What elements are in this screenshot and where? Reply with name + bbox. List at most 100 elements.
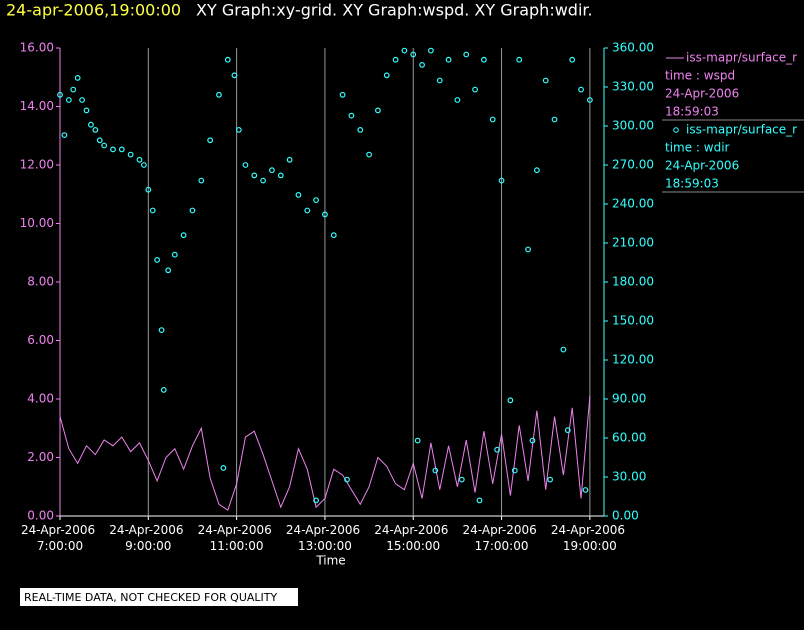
- data-point: [313, 497, 320, 504]
- data-point: [165, 267, 172, 274]
- data-point: [304, 207, 311, 214]
- data-point: [180, 232, 187, 239]
- data-point: [286, 156, 293, 163]
- data-point: [525, 246, 531, 253]
- data-point: [127, 151, 134, 158]
- data-point: [136, 156, 143, 163]
- data-point: [198, 177, 205, 184]
- data-point: [344, 476, 350, 483]
- x-axis-label: Time: [315, 554, 345, 568]
- data-point: [414, 437, 421, 444]
- data-point: [110, 146, 116, 153]
- data-point: [251, 172, 258, 179]
- data-point: [419, 62, 425, 68]
- note-box: [20, 588, 298, 606]
- data-point: [547, 476, 554, 483]
- y-tick-label: 0.00: [27, 509, 54, 523]
- y2-tick-label: 150.00: [612, 314, 654, 328]
- legend-detail: 24-Apr-2006: [665, 87, 739, 101]
- data-point: [171, 251, 178, 258]
- data-point: [511, 467, 518, 474]
- data-point: [582, 487, 589, 493]
- x-tick-label: 24-Apr-2006 11:00:00: [198, 523, 276, 553]
- legend-swatch: [673, 127, 679, 133]
- data-point: [516, 56, 523, 63]
- data-point: [220, 465, 227, 471]
- data-point: [458, 476, 465, 483]
- data-point: [235, 126, 242, 133]
- data-point: [472, 86, 478, 93]
- data-point: [586, 97, 593, 103]
- legend-label: iss-mapr/surface_r: [686, 51, 797, 65]
- data-point: [375, 107, 381, 114]
- y-tick-label: 14.00: [20, 99, 54, 113]
- data-point: [436, 77, 443, 84]
- data-point: [454, 97, 461, 103]
- y2-tick-label: 210.00: [612, 236, 654, 250]
- data-point: [533, 167, 540, 174]
- data-point: [269, 167, 275, 174]
- data-point: [160, 387, 167, 393]
- data-point: [74, 74, 81, 81]
- data-point: [383, 72, 390, 79]
- y-tick-label: 8.00: [27, 275, 54, 289]
- data-point: [118, 146, 125, 153]
- data-point: [92, 126, 99, 133]
- data-point: [445, 56, 452, 63]
- y2-tick-label: 360.00: [612, 41, 654, 55]
- y2-tick-label: 270.00: [612, 158, 654, 172]
- y-tick-label: 10.00: [20, 216, 54, 230]
- data-point: [494, 446, 501, 453]
- data-point: [96, 137, 103, 144]
- data-point: [231, 72, 238, 79]
- data-point: [70, 86, 77, 93]
- legend-detail: 18:59:03: [665, 177, 719, 191]
- y-tick-label: 6.00: [27, 333, 54, 347]
- legend-detail: 24-Apr-2006: [665, 159, 739, 173]
- data-point: [428, 47, 434, 54]
- y2-tick-label: 90.00: [612, 392, 646, 406]
- y2-tick-label: 300.00: [612, 119, 654, 133]
- data-point: [61, 132, 68, 139]
- data-line: [59, 396, 591, 511]
- x-tick-label: 24-Apr-2006 7:00:00: [21, 523, 99, 553]
- y-tick-label: 2.00: [27, 450, 54, 464]
- data-point: [83, 107, 90, 114]
- data-point: [65, 97, 72, 103]
- legend-label: iss-mapr/surface_r: [686, 123, 797, 137]
- data-point: [295, 191, 302, 198]
- data-point: [489, 116, 496, 123]
- y2-tick-label: 30.00: [612, 470, 646, 484]
- y2-tick-label: 240.00: [612, 197, 654, 211]
- data-point: [569, 56, 576, 63]
- x-tick-label: 24-Apr-2006 13:00:00: [286, 523, 364, 553]
- data-point: [480, 56, 487, 63]
- data-point: [498, 177, 505, 184]
- data-point: [476, 497, 483, 504]
- data-point: [242, 162, 249, 168]
- data-point: [330, 232, 337, 239]
- legend-detail: time : wdir: [665, 141, 730, 155]
- data-point: [224, 56, 231, 63]
- chart-title: XY Graph:xy-grid. XY Graph:wspd. XY Grap…: [196, 1, 593, 20]
- data-point: [529, 437, 536, 444]
- data-point: [101, 142, 108, 149]
- data-point: [348, 112, 355, 119]
- note: REAL-TIME DATA, NOT CHECKED FOR QUALITY: [24, 591, 278, 604]
- y-tick-label: 12.00: [20, 158, 54, 172]
- data-point: [88, 121, 94, 128]
- data-point: [145, 186, 152, 193]
- data-point: [578, 86, 584, 93]
- data-point: [366, 151, 372, 158]
- data-point: [189, 207, 196, 214]
- data-point: [507, 397, 514, 404]
- data-point: [542, 77, 549, 84]
- data-point: [357, 126, 364, 133]
- data-point: [216, 91, 222, 98]
- y2-tick-label: 0.00: [612, 509, 639, 523]
- data-point: [313, 197, 320, 204]
- y2-tick-label: 120.00: [612, 353, 654, 367]
- data-point: [392, 56, 399, 63]
- title-time: 24-apr-2006,19:00:00: [6, 1, 181, 20]
